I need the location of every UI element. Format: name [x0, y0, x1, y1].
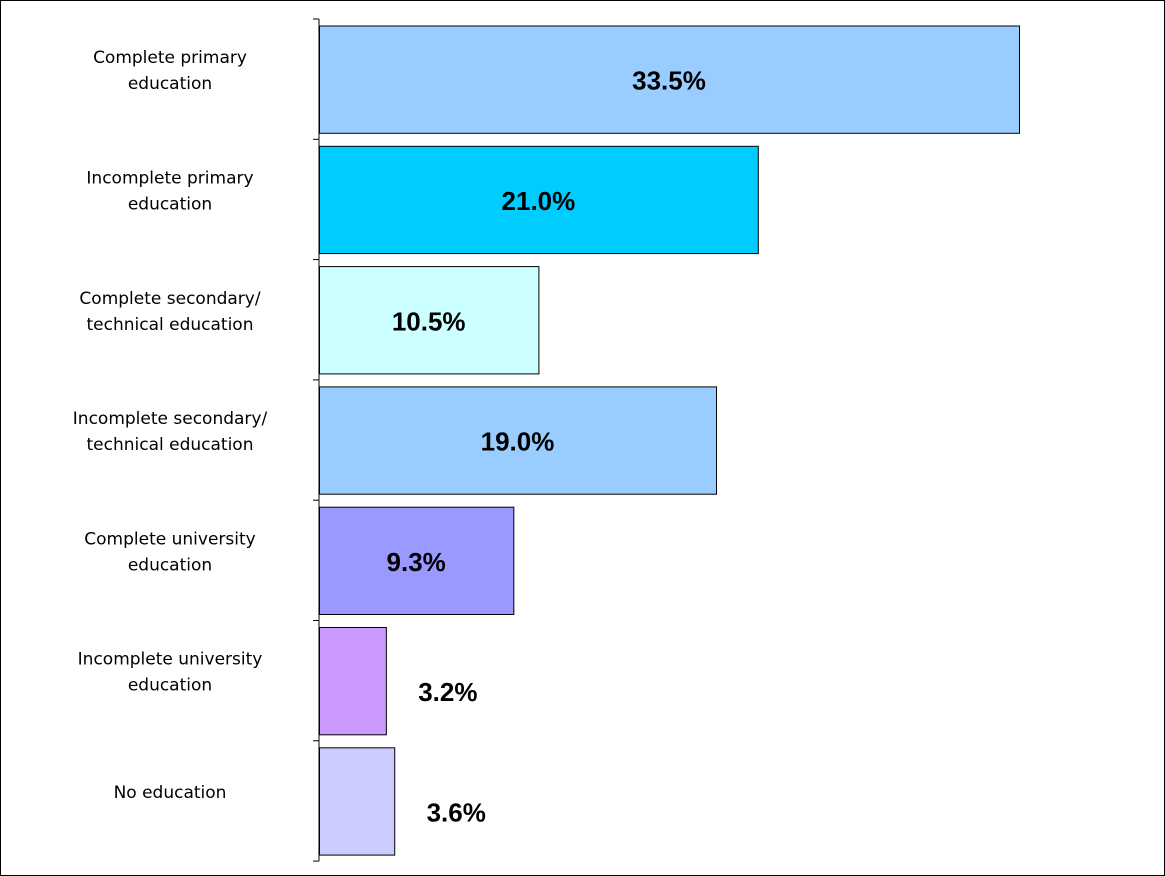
category-label: No education: [114, 783, 227, 803]
value-label: 19.0%: [481, 427, 555, 457]
bar: [319, 25, 1020, 134]
value-label: 9.3%: [387, 547, 446, 577]
value-label: 3.6%: [427, 797, 486, 827]
category-label: Incomplete university education: [78, 650, 263, 696]
bars-group: [319, 25, 1020, 856]
category-label: Incomplete primary education: [86, 168, 253, 214]
value-label: 3.2%: [418, 677, 477, 707]
bar: [319, 266, 540, 375]
value-label: 21.0%: [502, 186, 576, 216]
bar: [319, 386, 718, 495]
category-label: Incomplete secondary/technical education: [73, 409, 268, 455]
category-label: Complete secondary/technical education: [79, 289, 260, 335]
value-label: 10.5%: [392, 306, 466, 336]
labels-group: Complete primary education 33.5% Incomplete…: [73, 48, 706, 827]
bar: [319, 145, 759, 255]
bar: [319, 506, 515, 616]
category-label: Complete university education: [84, 529, 255, 575]
bar: [319, 627, 387, 736]
bar: [319, 747, 396, 856]
value-label: 33.5%: [632, 66, 706, 96]
category-label: Complete primary education: [93, 48, 247, 94]
